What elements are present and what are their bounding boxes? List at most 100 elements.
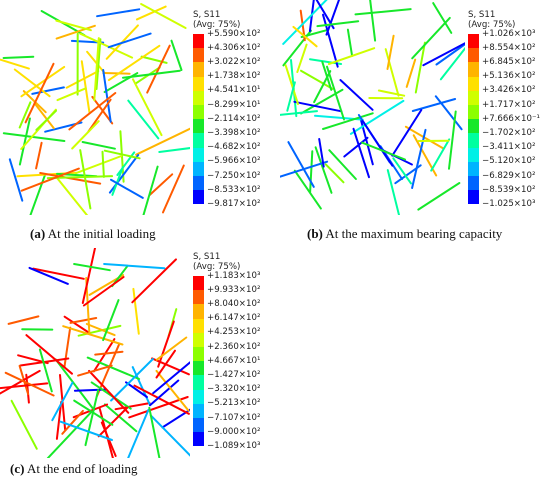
fiber <box>107 32 152 49</box>
legend-value: +9.933×10² <box>207 284 261 295</box>
color-band <box>468 62 479 77</box>
fiber <box>322 112 374 130</box>
fiber <box>149 414 190 457</box>
legend-value: +4.541×10¹ <box>207 85 261 96</box>
fiber <box>161 408 190 429</box>
fiber <box>65 70 100 89</box>
fiber <box>146 44 171 94</box>
legend-value: +1.717×10² <box>482 99 536 110</box>
legend-a: S, S11 (Avg: 75%) +5.590×10² +4.306×10² +3… <box>193 10 273 210</box>
fiber <box>35 109 57 131</box>
fiber <box>33 102 55 130</box>
fiber <box>162 164 185 214</box>
panel-b: S, S11 (Avg: 75%) +1.026×10³ +8.554×10² +6… <box>280 0 550 245</box>
color-band <box>193 290 204 305</box>
color-band <box>468 48 479 63</box>
fiber <box>280 160 329 178</box>
legend-value: −6.829×10² <box>482 170 536 181</box>
fiber <box>107 44 161 82</box>
fiber <box>81 248 97 304</box>
fiber <box>328 149 357 180</box>
color-band <box>193 389 204 404</box>
color-band <box>193 48 204 63</box>
fiber <box>102 299 120 342</box>
color-band <box>193 119 204 134</box>
fiber <box>93 37 100 102</box>
fiber <box>101 150 105 178</box>
legend-value: +4.253×10² <box>207 327 261 338</box>
fiber <box>384 48 400 97</box>
legend-value: −8.299×10¹ <box>207 99 261 110</box>
fiber <box>448 110 457 170</box>
color-band <box>193 161 204 176</box>
fiber <box>377 89 406 97</box>
legend-value: −3.411×10² <box>482 142 536 153</box>
fiber <box>125 381 148 398</box>
fiber <box>414 41 426 94</box>
legend-value: −4.682×10² <box>207 142 261 153</box>
fiber <box>18 101 32 129</box>
fiber <box>110 178 144 199</box>
legend-c: S, S11 (Avg: 75%) +1.183×10³ +9.933×10² +8… <box>193 252 273 452</box>
fiber <box>46 175 114 180</box>
caption-b: (b) At the maximum bearing capacity <box>307 226 502 242</box>
fiber <box>300 69 334 90</box>
fiber <box>135 5 167 21</box>
legend-subtitle: (Avg: 75%) <box>468 20 516 30</box>
fiber <box>20 65 66 98</box>
fiber <box>321 60 333 91</box>
fiber <box>61 409 84 435</box>
fiber <box>0 369 41 395</box>
color-band <box>193 304 204 319</box>
fiber <box>430 138 451 172</box>
fiber <box>411 98 457 112</box>
fiber <box>434 95 463 131</box>
color-band <box>468 175 479 191</box>
color-band <box>468 34 479 49</box>
fiber <box>0 382 49 390</box>
fiber <box>103 403 138 433</box>
fiber <box>155 349 176 379</box>
color-band <box>193 276 204 291</box>
legend-subtitle: (Avg: 75%) <box>193 20 241 30</box>
legend-value: −9.817×10² <box>207 198 261 209</box>
fiber-contour-plot-c <box>0 248 190 458</box>
fiber <box>292 25 318 48</box>
color-band <box>468 90 479 105</box>
fiber <box>361 141 406 161</box>
fiber <box>318 138 325 168</box>
color-band <box>193 346 204 362</box>
fiber <box>411 16 451 60</box>
fiber <box>79 32 134 59</box>
legend-title: S, S11 <box>193 252 221 262</box>
fiber <box>110 358 154 402</box>
fiber <box>55 176 89 215</box>
legend-value: +3.022×10² <box>207 56 261 67</box>
legend-value: −5.213×10² <box>207 398 261 409</box>
legend-subtitle: (Avg: 75%) <box>193 262 241 272</box>
fiber <box>88 369 130 414</box>
fiber <box>417 182 461 211</box>
fiber <box>349 99 405 135</box>
color-band <box>193 375 204 390</box>
legend-value: −8.533×10² <box>207 184 261 195</box>
fiber <box>435 43 465 66</box>
legend-value: +1.026×10³ <box>482 28 536 39</box>
fiber <box>46 409 94 458</box>
fiber <box>8 158 24 202</box>
legend-value: −5.120×10² <box>482 156 536 167</box>
fiber <box>327 47 376 65</box>
color-band <box>193 318 204 333</box>
fiber <box>135 127 190 156</box>
legend-value: +7.666×10⁻¹ <box>482 113 540 124</box>
color-band <box>468 76 479 91</box>
fiber <box>95 38 102 90</box>
fiber <box>7 315 40 325</box>
fiber <box>132 287 140 335</box>
fiber <box>392 157 412 185</box>
legend-value: −1.025×10³ <box>482 198 536 209</box>
fiber <box>94 350 124 356</box>
fiber <box>361 120 394 167</box>
color-band <box>193 34 204 49</box>
color-band <box>193 175 204 191</box>
